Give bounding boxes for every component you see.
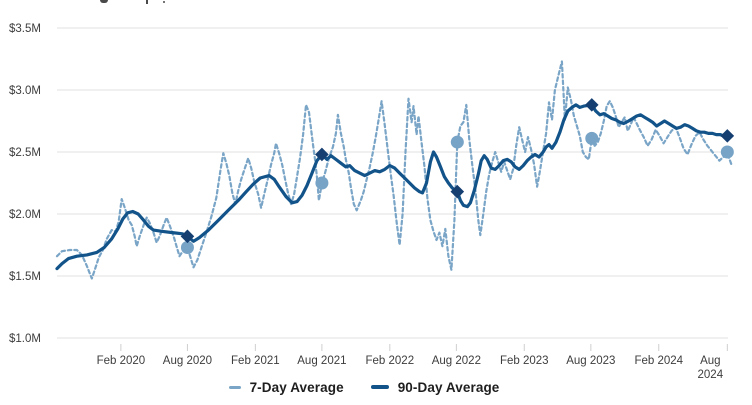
marker-circle-7day[interactable] xyxy=(720,145,734,159)
7day-average-line-swatch xyxy=(228,385,241,389)
marker-diamond-90day[interactable] xyxy=(180,229,195,244)
x-axis-label: Feb 2022 xyxy=(366,355,415,367)
marker-circle-7day[interactable] xyxy=(450,135,464,149)
marker-diamond-90day[interactable] xyxy=(584,98,599,112)
x-axis-label: Aug 2023 xyxy=(566,355,615,367)
x-axis-label: Feb 2024 xyxy=(634,355,683,367)
x-axis-label: Feb 2021 xyxy=(231,355,280,367)
legend-item-7day-average[interactable]: 7-Day Average xyxy=(228,379,344,395)
marker-diamond-90day[interactable] xyxy=(315,147,329,162)
marker-circle-7day[interactable] xyxy=(585,131,599,145)
y-axis-label: $3.5M xyxy=(9,23,41,35)
y-axis-label: $2.5M xyxy=(9,147,41,159)
x-axis-label: Aug 2020 xyxy=(163,355,212,367)
title-descender-mark xyxy=(100,0,108,3)
y-axis-label: $2.0M xyxy=(9,209,41,221)
90day-average-line-swatch xyxy=(370,385,389,389)
x-axis-label: Aug 2021 xyxy=(297,355,346,367)
legend-item-90day-average[interactable]: 90-Day Average xyxy=(370,379,500,395)
legend-label-90day-average: 90-Day Average xyxy=(397,379,500,395)
marker-circle-7day[interactable] xyxy=(315,176,329,190)
series-line-7day-average[interactable] xyxy=(55,60,733,280)
x-axis-label: Aug 2022 xyxy=(432,355,481,367)
title-descender-mark xyxy=(146,0,148,4)
x-axis-label: Feb 2023 xyxy=(500,355,549,367)
x-axis-label: Feb 2020 xyxy=(97,355,146,367)
marker-circle-7day[interactable] xyxy=(180,240,194,254)
title-descender-mark xyxy=(163,1,165,3)
legend-label-7day-average: 7-Day Average xyxy=(249,379,344,395)
x-axis-label: Aug 2024 xyxy=(698,355,724,381)
chart-legend: 7-Day Average 90-Day Average xyxy=(0,375,740,399)
y-axis-label: $1.5M xyxy=(9,271,41,283)
y-axis-label: $1.0M xyxy=(9,333,41,345)
marker-diamond-90day[interactable] xyxy=(450,184,465,199)
y-axis-label: $3.0M xyxy=(9,85,41,97)
marker-diamond-90day[interactable] xyxy=(720,129,735,143)
